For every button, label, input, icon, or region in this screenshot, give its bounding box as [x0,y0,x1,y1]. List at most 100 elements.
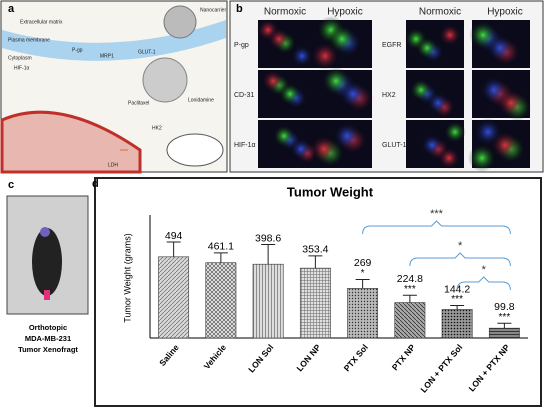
bar [205,262,237,339]
stain [310,135,338,163]
stain [328,25,356,53]
stain [339,80,367,108]
stain [468,144,496,172]
stain [262,70,284,92]
micrograph-grid [257,16,531,172]
bar [299,267,331,339]
stain [273,125,295,147]
membrane [2,20,226,61]
bracket-label: *** [430,208,444,220]
bar [441,309,473,339]
label: LDH [108,162,118,168]
row-label: EGFR [382,42,401,49]
label: GLUT-1 [138,49,156,55]
significance-bracket [456,276,511,291]
significance-label: * [361,268,365,279]
bracket-label: * [458,240,463,252]
label: Nanocarrier [200,7,226,13]
label: Cytoplasm [8,55,32,61]
label: Extracellular matrix [20,19,63,25]
stain [486,34,514,62]
significance-bracket [362,220,511,235]
stain [416,37,438,59]
label: MRP1 [100,53,114,59]
error-bar [497,322,512,329]
panel-letter: c [8,179,14,191]
error-bar [213,252,228,263]
nanocarrier [142,57,188,103]
mitochondrion [166,133,224,167]
stain [497,89,525,117]
panel-a: a Extracellular matrix Plasma membrane C… [0,0,228,174]
error-bar [308,255,323,269]
label: Paclitaxel [128,100,149,106]
stain [333,122,361,150]
stain [279,83,301,105]
label: HIF-1α [14,65,30,71]
nucleus [0,110,142,174]
bar [347,288,379,339]
label: HK2 [152,125,162,131]
stain [427,92,449,114]
error-bar [261,244,276,265]
stain [444,121,466,143]
bracket-label: * [482,264,487,276]
significance-bracket [409,252,511,267]
bar-annotation: 494 [165,230,183,242]
panel-d: d Tumor Weight Tumor Weight (grams) Sali… [92,177,542,407]
error-bar [402,294,417,303]
caption: Tumor Xenofragt [18,345,78,354]
tumor [40,227,50,237]
bar [158,256,190,339]
stain [268,28,290,50]
stain [491,131,519,159]
row-label: HIF-1α [234,142,256,149]
panel-c: c Orthotopic MDA-MB-231 Tumor Xenofragt [6,179,89,354]
y-axis-label: Tumor Weight (grams) [122,233,132,323]
significance-label: *** [451,294,463,305]
caption: MDA-MB-231 [25,334,71,343]
stain [291,45,313,67]
row-label: P-gp [234,42,249,49]
caption: Orthotopic [29,323,67,332]
bar-annotation: 224.8 [397,273,423,285]
label: Lonidamine [188,97,214,103]
row-label: GLUT-1 [382,142,407,149]
bar [394,302,426,339]
stain [438,147,460,169]
bar-annotation: 398.6 [255,232,281,244]
bar-annotation: 461.1 [208,241,234,253]
error-bar [355,278,370,289]
column-header: Normoxic [264,7,306,18]
significance-label: *** [404,284,416,295]
label: Plasma membrane [8,37,50,43]
row-label: HX2 [382,92,396,99]
stain [311,42,339,70]
panel-b: b Normoxic Hypoxic Normoxic Hypoxic P-gp… [229,0,544,173]
bar [488,327,520,339]
panel-letter: a [8,3,15,15]
row-label: CD-31 [234,92,254,99]
panel-letter: d [92,178,99,190]
chart-title: Tumor Weight [287,184,374,199]
column-header: Hypoxic [327,7,363,18]
bar-annotation: 269 [354,257,372,269]
stain [421,134,443,156]
significance-label: *** [499,312,511,323]
mouse [32,228,62,296]
bar-annotation: 99.8 [494,301,515,313]
column-header: Normoxic [419,7,461,18]
stain [439,24,461,46]
bar [252,263,284,339]
panel-letter: b [236,3,243,15]
tumor [44,290,50,300]
stain [410,79,432,101]
stain [290,138,312,160]
bar-annotation: 353.4 [302,244,328,256]
column-header: Hypoxic [487,7,523,18]
error-bar [166,241,181,257]
label: P-gp [72,47,83,53]
nanocarrier [163,5,197,39]
error-bar [450,305,465,310]
